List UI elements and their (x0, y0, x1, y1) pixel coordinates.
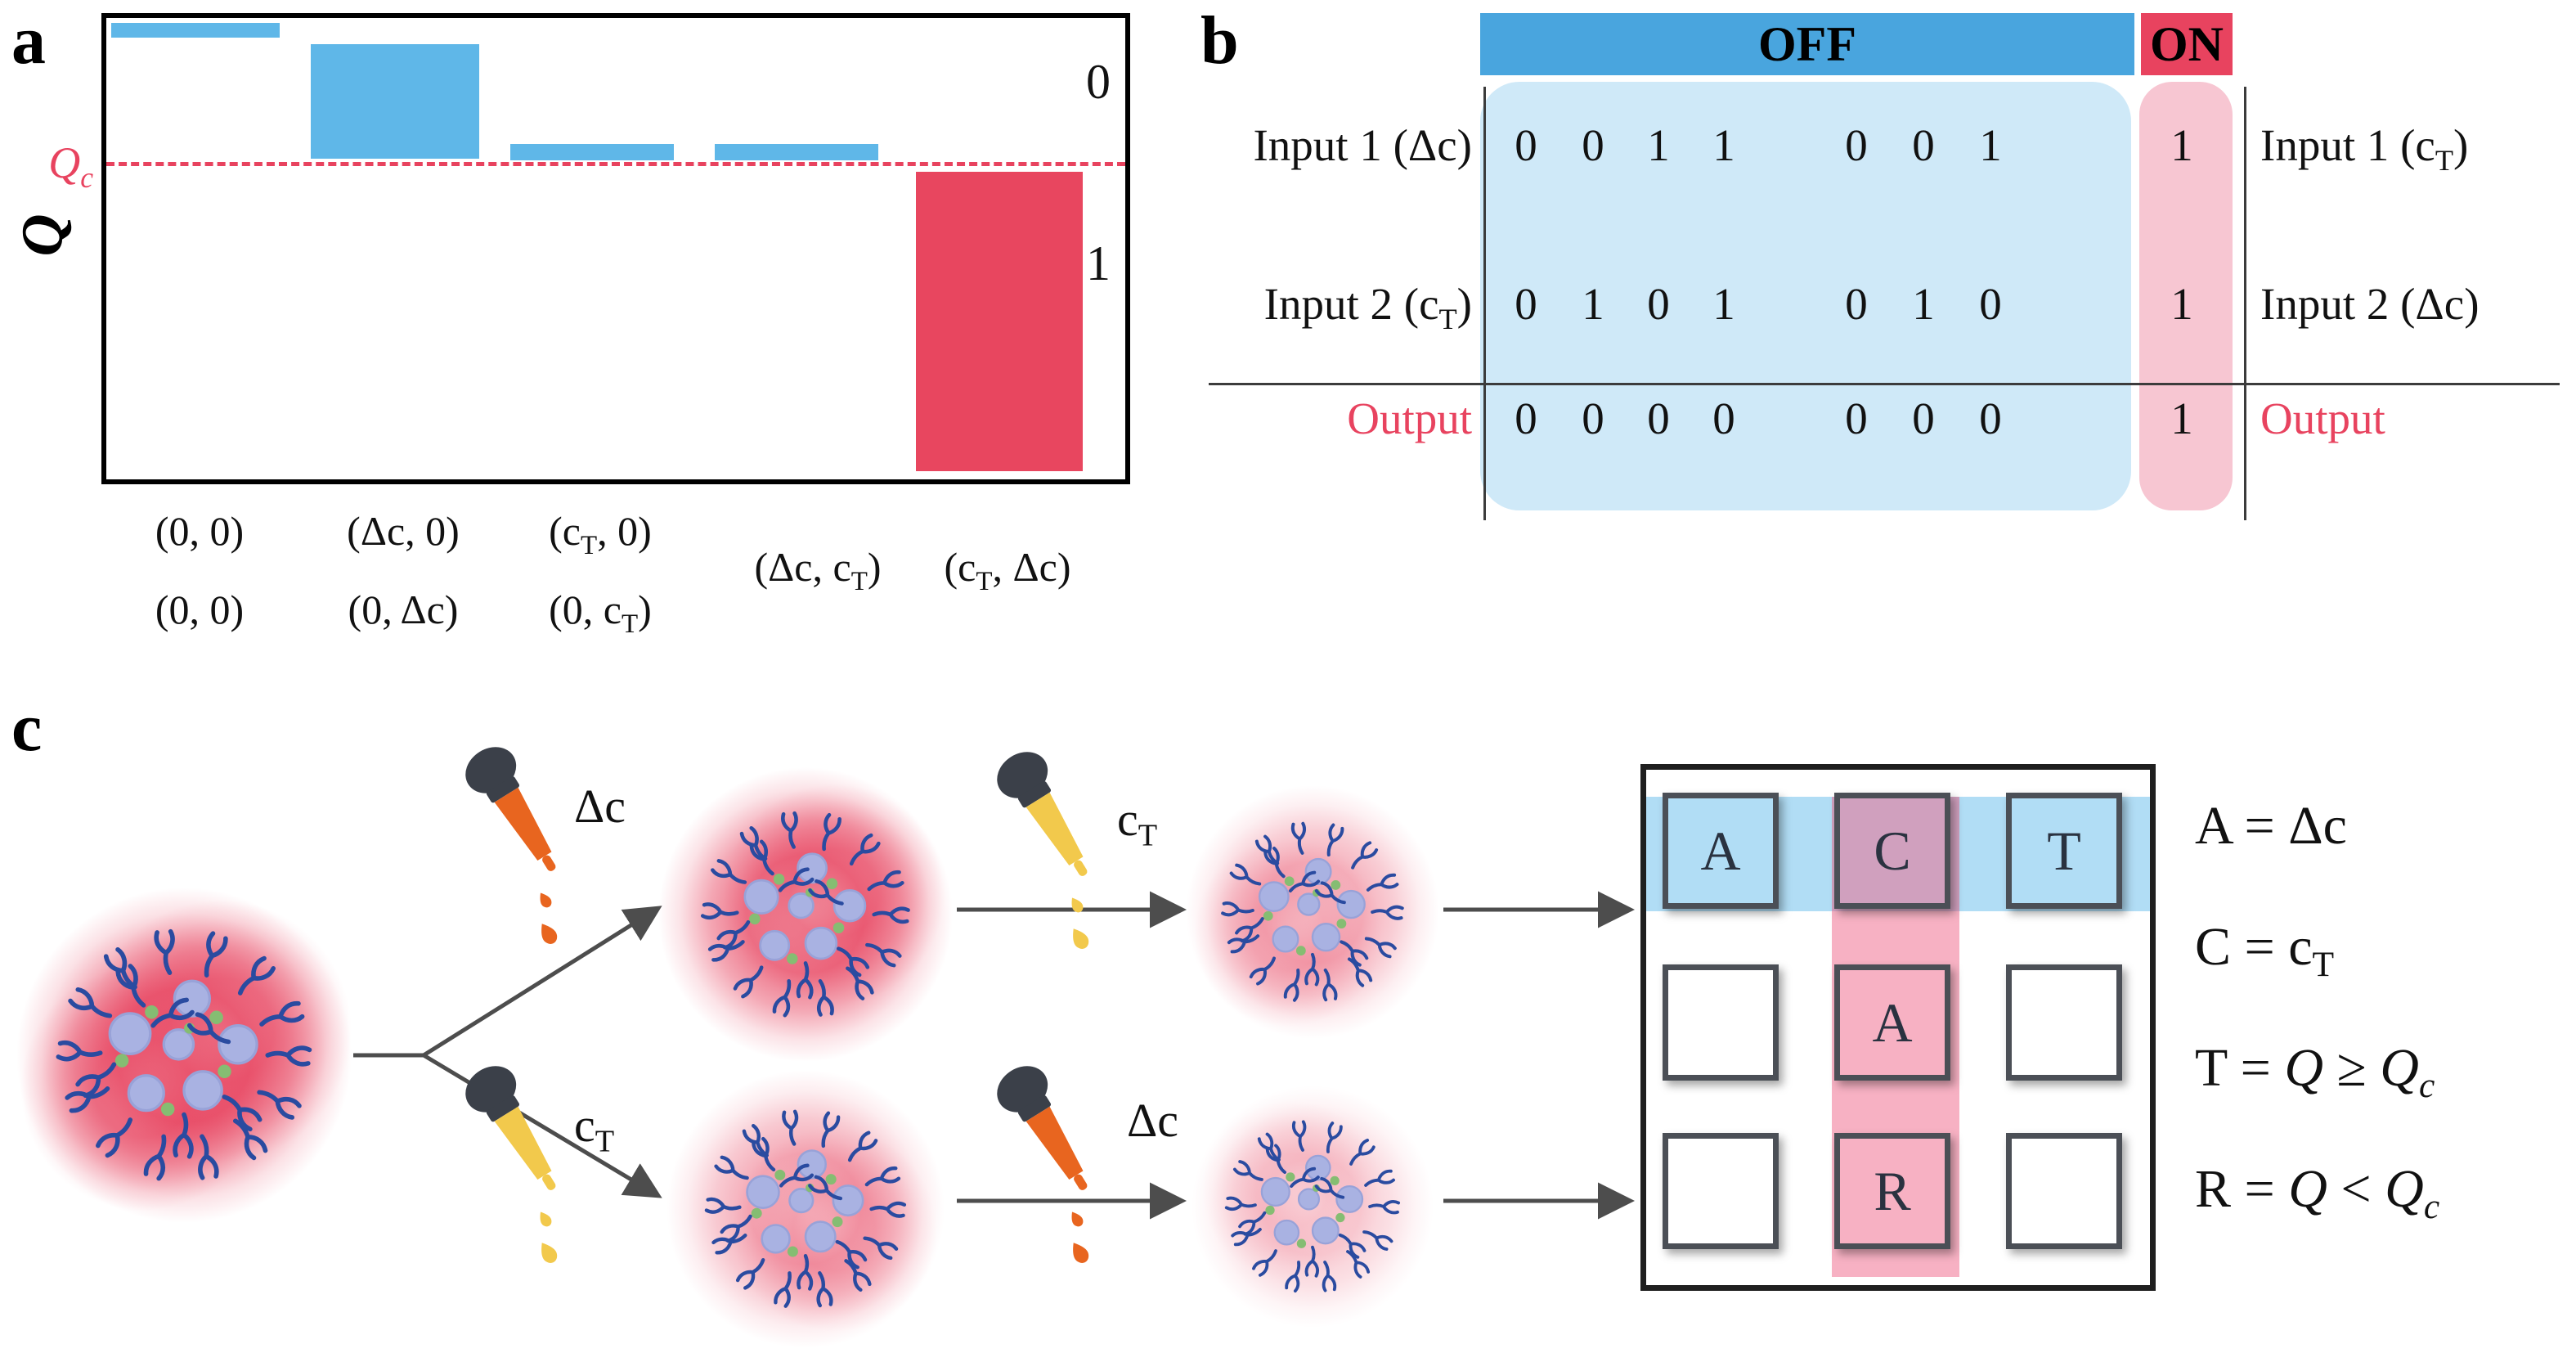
table-divider-left (1483, 87, 1486, 520)
grid-cell-empty (2006, 964, 2122, 1081)
input2-value: 0 (1979, 279, 2002, 329)
input2-value: 0 (1515, 279, 1537, 329)
dropper-orange-bottom-icon (972, 1056, 1141, 1266)
micelle-blob-bottom-1 (666, 1070, 945, 1348)
x-label-r1c1: (0, 0) (155, 508, 245, 554)
step-label-top-first: Δc (574, 780, 626, 833)
fork-arrow-top (422, 906, 662, 1058)
bar-condition-5 (916, 172, 1083, 471)
bar-chart: 0 1 (101, 13, 1130, 484)
grid-cell-A-top: A (1663, 793, 1779, 909)
bar-condition-2 (311, 44, 479, 159)
left-label-output: Output (1347, 393, 1472, 443)
x-label-r2c3: (0, cT) (549, 587, 652, 639)
grid-pink-band (1832, 797, 1959, 1277)
x-label-r1c3: (cT, 0) (549, 508, 652, 560)
micelle-blob-top-2 (1186, 785, 1439, 1039)
input2-value: 0 (1845, 279, 1868, 329)
output-value: 0 (1515, 393, 1537, 443)
y-axis-label: Q (9, 214, 75, 257)
right-label-input2: Input 2 (Δc) (2260, 279, 2480, 329)
legend-line-T: T = Q ≥ Qc (2195, 1038, 2435, 1106)
output-value: 0 (1647, 393, 1670, 443)
threshold-label: Qc (5, 137, 93, 195)
x-label-r1c5: (cT, Δc) (944, 544, 1071, 596)
right-label-input1: Input 1 (cT) (2260, 120, 2469, 177)
grid-cell-empty (1663, 964, 1779, 1081)
table-divider-right (2244, 87, 2246, 520)
input1-value: 0 (1515, 120, 1537, 170)
left-label-input2: Input 2 (cT) (1263, 279, 1472, 335)
input2-value: 1 (1582, 279, 1604, 329)
threshold-label-base: Q (48, 138, 81, 187)
x-label-r1c4: (Δc, cT) (754, 544, 882, 596)
x-label-r1c2: (Δc, 0) (347, 508, 460, 554)
legend-line-C: C = cT (2195, 917, 2335, 985)
output-rule-line (1209, 383, 2560, 385)
grid-cell-R: R (1834, 1133, 1950, 1249)
input1-value: 0 (1845, 120, 1868, 170)
step-label-bottom-first: cT (574, 1099, 615, 1159)
bar-condition-3 (510, 144, 674, 160)
grid-cell-empty (2006, 1133, 2122, 1249)
output-value: 0 (1845, 393, 1868, 443)
input2-value: 1 (1712, 279, 1735, 329)
right-label-output: Output (2260, 393, 2385, 443)
dropper-orange-top-icon (441, 737, 609, 947)
x-label-r2c2: (0, Δc) (348, 587, 459, 632)
grid-cell-T: T (2006, 793, 2122, 909)
threshold-label-sub: c (80, 160, 93, 194)
input2-value: 0 (1647, 279, 1670, 329)
input1-value: 1 (1979, 120, 2002, 170)
on-header: ON (2141, 13, 2233, 75)
panel-b-label: b (1200, 2, 1239, 79)
fork-arrow-bottom (422, 1053, 662, 1198)
input1-value: 0 (1912, 120, 1935, 170)
off-highlight-box (1480, 82, 2131, 510)
input1-value: 0 (1582, 120, 1604, 170)
legend-line-A: A = Δc (2195, 796, 2347, 856)
bar-condition-1 (111, 23, 280, 38)
output-value: 0 (1712, 393, 1735, 443)
output-value: 0 (1979, 393, 2002, 443)
input1-value: 1 (2170, 120, 2193, 170)
legend-line-R: R = Q < Qc (2195, 1159, 2440, 1227)
threshold-dashed-line (106, 162, 1125, 166)
x-label-r2c1: (0, 0) (155, 587, 245, 632)
micelle-blob-start (16, 888, 352, 1223)
input1-value: 1 (1712, 120, 1735, 170)
grid-cell-C: C (1834, 793, 1950, 909)
step-label-bottom-second: Δc (1127, 1094, 1179, 1147)
output-value: 0 (1582, 393, 1604, 443)
output-value: 0 (1912, 393, 1935, 443)
input2-value: 1 (1912, 279, 1935, 329)
letter-grid: A C T A R (1640, 764, 2156, 1291)
off-header: OFF (1480, 13, 2134, 75)
micelle-blob-top-1 (658, 767, 953, 1062)
dropper-yellow-top-icon (972, 742, 1141, 952)
grid-cell-A-middle: A (1834, 964, 1950, 1081)
input1-value: 1 (1647, 120, 1670, 170)
left-label-input1: Input 1 (Δc) (1253, 120, 1472, 170)
bar-condition-4 (715, 144, 878, 160)
panel-a-label: a (11, 2, 46, 79)
input2-value: 1 (2170, 279, 2193, 329)
output-value: 1 (2170, 393, 2193, 443)
grid-cell-empty (1663, 1133, 1779, 1249)
micelle-blob-bottom-2 (1192, 1086, 1434, 1328)
on-highlight-box (2139, 82, 2233, 510)
dropper-yellow-bottom-icon (441, 1056, 609, 1266)
annotation-zero: 0 (1086, 55, 1111, 109)
step-label-top-second: cT (1117, 793, 1158, 853)
panel-c-label: c (11, 690, 43, 766)
annotation-one: 1 (1086, 236, 1111, 290)
